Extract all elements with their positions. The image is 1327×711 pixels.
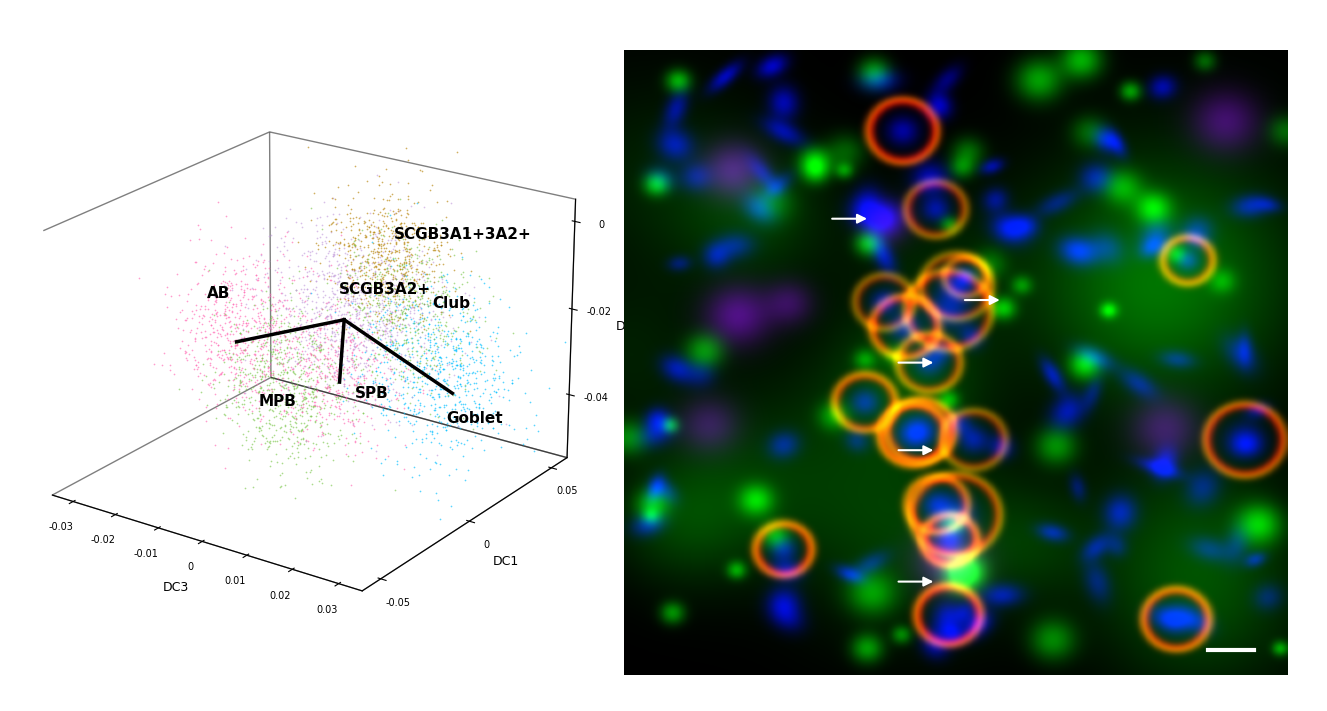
Y-axis label: DC1: DC1 — [492, 555, 519, 568]
X-axis label: DC3: DC3 — [163, 581, 188, 594]
